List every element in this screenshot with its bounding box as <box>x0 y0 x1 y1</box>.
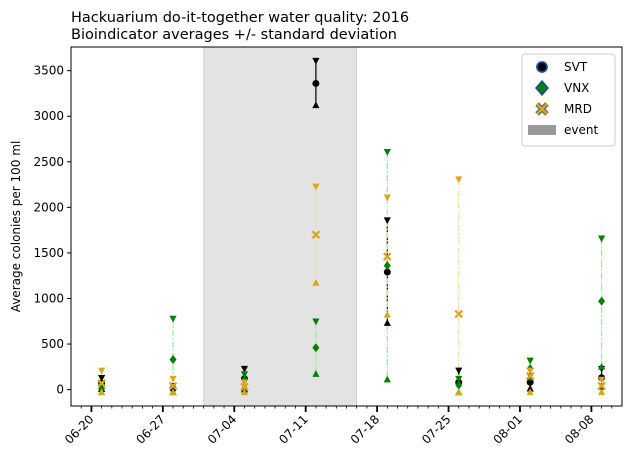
x-tick-label-0: 06-20 <box>62 412 97 447</box>
mrd-upper-cap-1 <box>169 375 177 383</box>
vnx-point-3 <box>312 343 320 353</box>
legend-marker-event <box>528 125 556 135</box>
svt-upper-cap-3 <box>312 57 320 65</box>
y-axis: 0 500 1000 1500 2000 2500 3000 3500 <box>33 64 71 397</box>
mrd-upper-cap-4 <box>383 194 391 202</box>
vnx-upper-cap-4 <box>383 148 391 156</box>
x-axis: 06-20 06-27 07-04 07-11 07-18 07-25 08-01 08-08 <box>62 406 613 447</box>
mrd-point-6 <box>525 371 535 381</box>
y-tick-label-6: 3000 <box>33 109 64 123</box>
marker-layer <box>97 57 606 396</box>
legend-label-svt: SVT <box>564 60 588 74</box>
mrd-lower-cap-0 <box>98 388 106 396</box>
svt-lower-cap-4 <box>383 319 391 326</box>
vnx-point-5 <box>455 380 463 390</box>
vnx-lower-cap-4 <box>383 375 391 383</box>
y-tick-label-2: 1000 <box>33 291 64 305</box>
mrd-point-5-stroke-b <box>454 309 464 319</box>
mrd-lower-cap-7 <box>597 388 606 396</box>
y-tick-label-3: 1500 <box>33 246 64 260</box>
svt-lower-cap-3 <box>312 101 320 109</box>
mrd-point-3 <box>311 230 321 239</box>
vnx-lower-cap-3 <box>312 370 320 377</box>
chart-subtitle: Bioindicator averages +/- standard devia… <box>71 27 397 43</box>
svt-point-6 <box>526 378 534 386</box>
x-tick-label-3: 07-11 <box>276 412 311 447</box>
legend-mrd-stroke-b <box>536 103 548 115</box>
mrd-upper-cap-0 <box>98 367 106 375</box>
vnx-upper-cap-5 <box>455 375 463 383</box>
vnx-upper-cap-7 <box>597 235 606 243</box>
y-tick-label-1: 500 <box>41 337 64 351</box>
svt-upper-cap-0 <box>98 374 106 382</box>
x-tick-label-2: 07-04 <box>205 412 240 447</box>
mrd-point-1 <box>168 381 178 391</box>
y-tick-label-4: 2000 <box>33 200 64 214</box>
mrd-upper-cap-5 <box>455 176 463 184</box>
legend: SVT VNX MRD event <box>521 53 616 147</box>
mrd-point-6-stroke-b <box>525 371 535 381</box>
vnx-upper-cap-1 <box>169 315 177 323</box>
mrd-lower-cap-5 <box>455 388 463 396</box>
mrd-lower-cap-4 <box>383 310 391 318</box>
mrd-lower-cap-1 <box>169 388 177 396</box>
chart-title: Hackuarium do-it-together water quality:… <box>71 10 409 26</box>
legend-label-vnx: VNX <box>564 81 589 95</box>
event-span-layer <box>203 46 358 407</box>
mrd-lower-cap-6 <box>526 388 534 396</box>
vnx-point-1 <box>169 354 177 365</box>
vnx-point-7 <box>598 296 606 306</box>
svt-upper-cap-4 <box>383 217 391 225</box>
legend-marker-mrd <box>535 102 549 116</box>
svt-lower-cap-6 <box>526 384 534 392</box>
vnx-upper-cap-2 <box>240 371 249 379</box>
svt-point-3 <box>312 79 320 87</box>
legend-marker-vnx <box>535 79 549 97</box>
legend-marker-svt <box>536 61 548 73</box>
mrd-upper-cap-2 <box>240 379 249 387</box>
vnx-upper-cap-6 <box>526 357 534 365</box>
y-axis-label: Average colonies per 100 ml <box>9 141 23 313</box>
svt-upper-cap-2 <box>240 365 249 373</box>
vnx-lower-cap-7 <box>597 362 606 370</box>
mrd-lower-cap-3 <box>312 278 320 286</box>
vnx-upper-cap-3 <box>312 318 320 326</box>
legend-label-mrd: MRD <box>564 102 592 116</box>
y-tick-label-5: 2500 <box>33 155 64 169</box>
y-tick-label-7: 3500 <box>33 64 64 78</box>
x-tick-label-6: 08-01 <box>491 412 526 447</box>
vnx-point-4 <box>383 261 391 271</box>
x-tick-label-7: 08-08 <box>562 412 597 447</box>
event-span <box>203 46 358 407</box>
x-tick-label-5: 07-25 <box>419 412 454 447</box>
mrd-upper-cap-3 <box>312 183 320 191</box>
mrd-point-0 <box>97 378 106 388</box>
mrd-point-7 <box>597 381 606 391</box>
mrd-point-2-stroke-b <box>240 382 249 392</box>
svt-point-4 <box>383 268 391 276</box>
legend-box <box>521 53 616 147</box>
mrd-point-7-stroke-b <box>597 381 606 391</box>
y-tick-label-0: 0 <box>56 383 64 397</box>
mrd-upper-cap-7 <box>597 376 606 384</box>
x-tick-label-1: 06-27 <box>133 412 168 447</box>
legend-label-event: event <box>564 123 598 137</box>
mrd-point-2 <box>240 382 249 392</box>
mrd-upper-cap-6 <box>526 367 534 375</box>
mrd-point-0-stroke-b <box>97 378 106 388</box>
x-tick-label-4: 07-18 <box>348 412 383 447</box>
mrd-point-3-stroke-b <box>311 230 321 239</box>
mrd-point-5 <box>454 309 464 319</box>
mrd-point-4 <box>383 252 392 261</box>
svt-upper-cap-5 <box>455 367 463 375</box>
mrd-point-4-stroke-b <box>383 252 392 261</box>
mrd-lower-cap-2 <box>240 388 249 396</box>
mrd-point-1-stroke-b <box>168 381 178 391</box>
